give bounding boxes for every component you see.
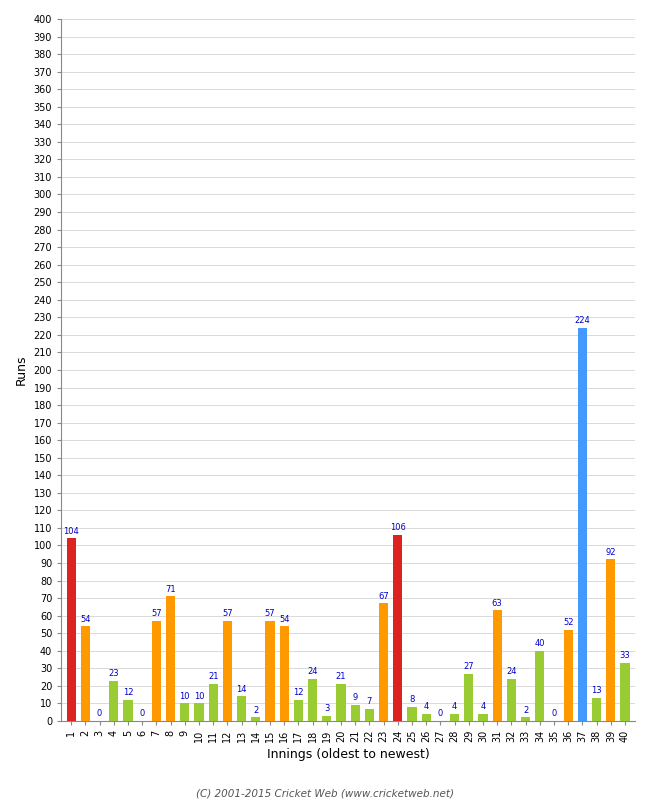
Bar — [265, 621, 274, 721]
Bar — [223, 621, 232, 721]
Bar — [337, 684, 346, 721]
Bar — [280, 626, 289, 721]
Text: 57: 57 — [265, 610, 276, 618]
Text: 224: 224 — [575, 316, 590, 326]
X-axis label: Innings (oldest to newest): Innings (oldest to newest) — [266, 748, 430, 761]
Bar — [109, 681, 118, 721]
Bar — [464, 674, 473, 721]
Bar — [493, 610, 502, 721]
Bar — [294, 700, 303, 721]
Bar — [180, 703, 189, 721]
Text: 57: 57 — [222, 610, 233, 618]
Bar — [450, 714, 460, 721]
Bar — [322, 716, 332, 721]
Bar — [422, 714, 431, 721]
Bar — [379, 603, 388, 721]
Bar — [237, 696, 246, 721]
Text: 52: 52 — [563, 618, 573, 627]
Bar — [478, 714, 488, 721]
Text: 10: 10 — [194, 692, 204, 701]
Text: 4: 4 — [424, 702, 429, 711]
Text: 10: 10 — [179, 692, 190, 701]
Text: 27: 27 — [463, 662, 474, 671]
Text: 40: 40 — [534, 639, 545, 648]
Bar — [251, 718, 261, 721]
Bar — [564, 630, 573, 721]
Text: 12: 12 — [293, 688, 304, 698]
Text: 104: 104 — [63, 526, 79, 536]
Text: 63: 63 — [492, 598, 502, 608]
Bar — [151, 621, 161, 721]
Bar — [592, 698, 601, 721]
Bar — [308, 679, 317, 721]
Text: 2: 2 — [523, 706, 528, 714]
Text: 4: 4 — [480, 702, 486, 711]
Bar — [350, 705, 360, 721]
Text: 7: 7 — [367, 697, 372, 706]
Text: 0: 0 — [438, 710, 443, 718]
Text: 24: 24 — [506, 667, 517, 676]
Bar — [81, 626, 90, 721]
Text: 54: 54 — [80, 614, 90, 623]
Bar — [507, 679, 516, 721]
Text: 23: 23 — [109, 669, 119, 678]
Bar — [166, 596, 176, 721]
Text: 33: 33 — [619, 651, 630, 660]
Text: 4: 4 — [452, 702, 457, 711]
Text: 3: 3 — [324, 704, 330, 713]
Text: 0: 0 — [551, 710, 556, 718]
Text: 13: 13 — [592, 686, 602, 695]
Text: 21: 21 — [208, 673, 218, 682]
Text: 9: 9 — [352, 694, 358, 702]
Text: 0: 0 — [97, 710, 102, 718]
Bar — [66, 538, 76, 721]
Text: 92: 92 — [606, 548, 616, 557]
Text: 8: 8 — [410, 695, 415, 704]
Bar — [209, 684, 218, 721]
Text: 21: 21 — [336, 673, 346, 682]
Text: 14: 14 — [237, 685, 247, 694]
Text: 12: 12 — [123, 688, 133, 698]
Text: 57: 57 — [151, 610, 162, 618]
Bar — [408, 707, 417, 721]
Bar — [521, 718, 530, 721]
Text: 67: 67 — [378, 592, 389, 601]
Bar — [124, 700, 133, 721]
Text: (C) 2001-2015 Cricket Web (www.cricketweb.net): (C) 2001-2015 Cricket Web (www.cricketwe… — [196, 788, 454, 798]
Bar — [365, 709, 374, 721]
Bar — [606, 559, 616, 721]
Bar — [194, 703, 203, 721]
Bar — [535, 650, 545, 721]
Bar — [621, 663, 630, 721]
Text: 2: 2 — [253, 706, 259, 714]
Bar — [578, 328, 587, 721]
Text: 0: 0 — [140, 710, 145, 718]
Text: 71: 71 — [165, 585, 176, 594]
Bar — [393, 535, 402, 721]
Y-axis label: Runs: Runs — [15, 354, 28, 386]
Text: 24: 24 — [307, 667, 318, 676]
Text: 106: 106 — [390, 523, 406, 532]
Text: 54: 54 — [279, 614, 289, 623]
